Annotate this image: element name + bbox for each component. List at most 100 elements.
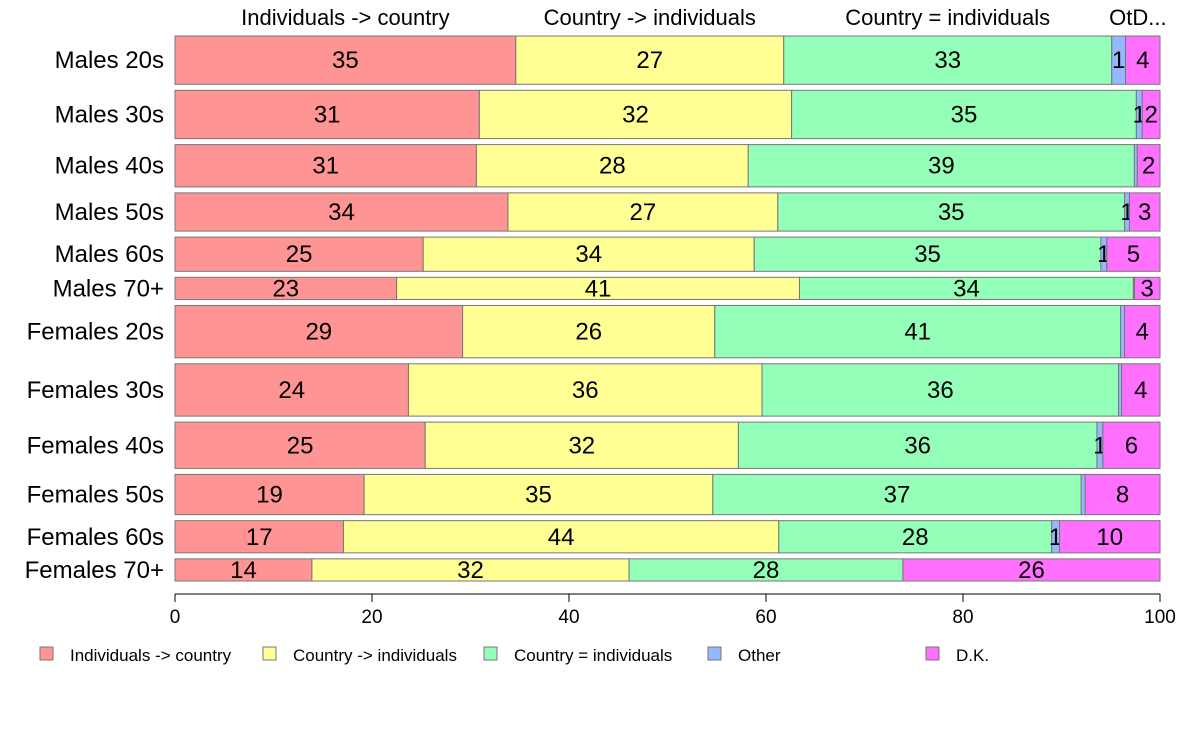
segment-label: 2	[1142, 153, 1155, 180]
legend-label: Individuals -> country	[70, 646, 232, 665]
category-label: Males 40s	[55, 153, 164, 180]
x-tick-label: 80	[952, 607, 973, 628]
category-label: Females 60s	[27, 524, 164, 551]
segment-label: 1	[1112, 47, 1125, 74]
x-tick-label: 40	[558, 607, 579, 628]
legend-swatch	[707, 646, 722, 661]
bar-segment	[1125, 35, 1161, 85]
bar-segment	[174, 236, 424, 272]
bar-segment	[791, 89, 1137, 140]
legend-label: Country -> individuals	[293, 646, 457, 665]
category-label: Males 30s	[55, 101, 164, 128]
category-label: Males 70+	[53, 275, 164, 302]
segment-label: 29	[305, 319, 332, 346]
segment-label: 27	[630, 199, 657, 226]
top-segment-label: OtD...	[1109, 5, 1166, 30]
segment-label: 28	[753, 557, 780, 584]
bar-segment	[342, 520, 780, 554]
category-label: Females 20s	[27, 319, 164, 346]
x-tick-label: 60	[755, 607, 776, 628]
segment-label: 37	[884, 482, 911, 509]
bar-segment	[753, 236, 1102, 272]
segment-label: 4	[1136, 47, 1149, 74]
bar-segment	[714, 304, 1122, 359]
bar-segment	[475, 144, 749, 188]
segment-label: 36	[927, 377, 954, 404]
bar-segment	[778, 520, 1053, 554]
segment-label: 27	[636, 47, 663, 74]
legend-swatch	[925, 646, 940, 661]
bar-segment	[1120, 304, 1126, 359]
segment-label: 3	[1138, 199, 1151, 226]
category-label: Males 60s	[55, 241, 164, 268]
segment-label: 1	[1049, 524, 1062, 551]
bar-segment	[478, 89, 793, 140]
segment-label: 28	[902, 524, 929, 551]
segment-label: 26	[575, 319, 602, 346]
legend-label: D.K.	[956, 646, 989, 665]
legend-label: Other	[738, 646, 781, 665]
top-segment-label: Country = individuals	[845, 5, 1050, 30]
x-tick-label: 0	[170, 607, 181, 628]
bar-segment	[902, 558, 1161, 582]
bar-segment	[174, 520, 344, 554]
segment-label: 8	[1116, 482, 1129, 509]
bar-segment	[174, 89, 480, 140]
bar-segment	[515, 35, 785, 85]
legend-swatch	[262, 646, 277, 661]
bar-segment	[174, 473, 365, 516]
bar-segment	[783, 35, 1113, 85]
segment-label: 32	[622, 101, 649, 128]
bar-segment	[1121, 363, 1161, 417]
top-segment-label: Country -> individuals	[544, 5, 756, 30]
bar-segment	[1102, 421, 1161, 469]
segment-label: 34	[953, 275, 980, 302]
segment-label: 41	[585, 275, 612, 302]
segment-label: 33	[934, 47, 961, 74]
bar-segment	[174, 144, 477, 188]
category-label: Females 70+	[25, 557, 164, 584]
bar-segment	[747, 144, 1135, 188]
bar-segment	[407, 363, 763, 417]
segment-label: 44	[548, 524, 575, 551]
bar-segment	[174, 304, 464, 359]
segment-label: 25	[287, 432, 314, 459]
top-segment-label: Individuals -> country	[241, 5, 450, 30]
segment-label: 10	[1096, 524, 1123, 551]
bar-segment	[777, 192, 1126, 232]
segment-label: 35	[525, 482, 552, 509]
bar-segment	[363, 473, 714, 516]
segment-label: 35	[332, 47, 359, 74]
bar-segment	[174, 35, 517, 85]
segment-label: 4	[1134, 377, 1147, 404]
segment-label: 41	[904, 319, 931, 346]
bar-segment	[422, 236, 755, 272]
segment-label: 14	[230, 557, 257, 584]
bar-segment	[174, 192, 509, 232]
bar-segment	[1059, 520, 1161, 554]
category-label: Females 30s	[27, 377, 164, 404]
segment-label: 23	[272, 275, 299, 302]
bar-segment	[1084, 473, 1161, 516]
category-label: Males 20s	[55, 47, 164, 74]
x-tick-label: 20	[361, 607, 382, 628]
x-tick-label: 100	[1144, 607, 1176, 628]
bar-segment	[1124, 304, 1161, 359]
bar-segment	[1106, 236, 1161, 272]
segment-label: 2	[1144, 101, 1157, 128]
bar-segment	[174, 421, 426, 469]
bar-segment	[1133, 276, 1161, 300]
legend-swatch	[483, 646, 498, 661]
segment-label: 28	[599, 153, 626, 180]
segment-label: 36	[572, 377, 599, 404]
segment-label: 32	[457, 557, 484, 584]
bar-segment	[712, 473, 1082, 516]
segment-label: 4	[1136, 319, 1149, 346]
segment-label: 31	[314, 101, 341, 128]
segment-label: 34	[575, 241, 602, 268]
category-label: Females 50s	[27, 482, 164, 509]
segment-label: 24	[278, 377, 305, 404]
segment-label: 39	[928, 153, 955, 180]
segment-label: 19	[256, 482, 283, 509]
